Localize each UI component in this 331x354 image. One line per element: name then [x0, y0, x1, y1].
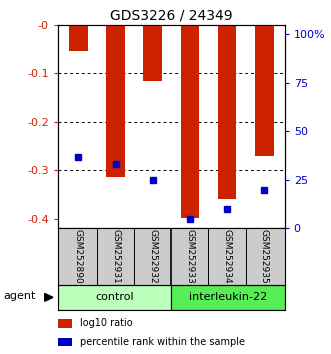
Text: agent: agent [3, 291, 36, 301]
Text: GSM252933: GSM252933 [185, 229, 194, 284]
Text: interleukin-22: interleukin-22 [189, 292, 267, 302]
Text: percentile rank within the sample: percentile rank within the sample [80, 337, 245, 347]
Bar [58, 338, 72, 346]
Text: GSM252890: GSM252890 [74, 229, 83, 284]
Text: control: control [95, 292, 134, 302]
Bar [171, 285, 285, 310]
Bar [58, 285, 171, 310]
Bar [255, 25, 273, 156]
Bar [69, 25, 88, 51]
Bar [106, 25, 125, 177]
Title: GDS3226 / 24349: GDS3226 / 24349 [110, 8, 233, 22]
Bar [218, 25, 236, 199]
Text: GSM252935: GSM252935 [260, 229, 269, 284]
Bar [181, 25, 199, 218]
Text: GSM252932: GSM252932 [148, 229, 157, 284]
Text: GSM252934: GSM252934 [222, 229, 232, 284]
Text: log10 ratio: log10 ratio [80, 318, 133, 329]
Bar [58, 319, 72, 328]
Bar [143, 25, 162, 80]
Text: GSM252931: GSM252931 [111, 229, 120, 284]
